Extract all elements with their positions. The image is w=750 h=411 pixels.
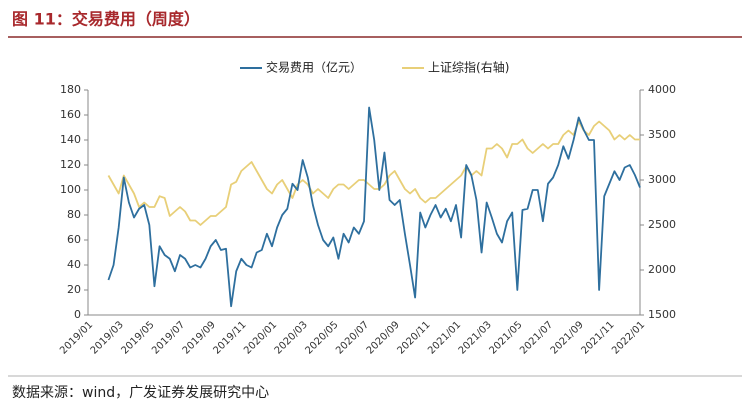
page-title: 图 11：交易费用（周度） <box>12 10 200 29</box>
y-tick-label: 180 <box>60 83 81 96</box>
y2-tick-label: 2500 <box>648 218 676 231</box>
legend-label: 上证综指(右轴) <box>428 60 509 75</box>
series-line <box>107 106 641 308</box>
y-tick-label: 140 <box>60 133 81 146</box>
y-tick-label: 120 <box>60 158 81 171</box>
x-tick-label: 2022/01 <box>610 319 647 356</box>
source-note: 数据来源：wind，广发证券发展研究中心 <box>12 385 269 401</box>
y2-tick-label: 1500 <box>648 308 676 321</box>
y-tick-label: 0 <box>74 308 81 321</box>
series-line <box>107 120 640 226</box>
y2-tick-label: 2000 <box>648 263 676 276</box>
y2-tick-label: 3500 <box>648 128 676 141</box>
y2-tick-label: 3000 <box>648 173 676 186</box>
y-tick-label: 100 <box>60 183 81 196</box>
y-tick-label: 60 <box>67 233 81 246</box>
y-tick-label: 160 <box>60 108 81 121</box>
legend-label: 交易费用（亿元） <box>266 60 362 75</box>
y-tick-label: 20 <box>67 283 81 296</box>
y-tick-label: 80 <box>67 208 81 221</box>
y2-tick-label: 4000 <box>648 83 676 96</box>
y-tick-label: 40 <box>67 258 81 271</box>
